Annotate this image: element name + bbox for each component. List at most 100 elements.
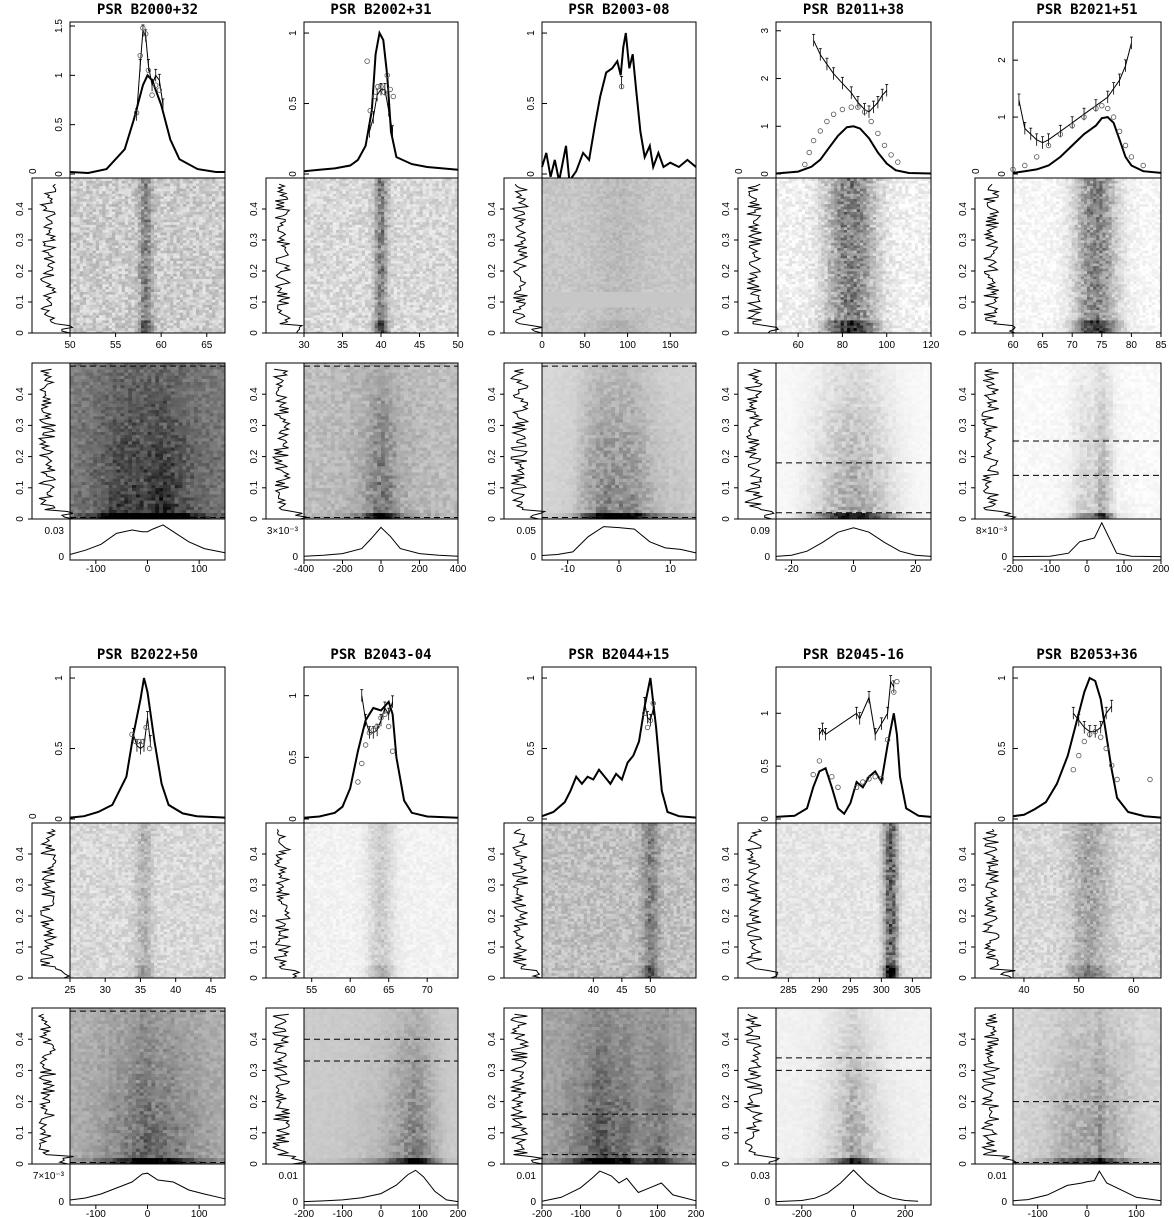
pulse-stack-image xyxy=(1013,823,1161,978)
acf-x-tick-label: 200 xyxy=(450,1209,467,1217)
stack-x-tick-label: 45 xyxy=(414,340,426,351)
acf-cut-frame xyxy=(776,519,931,560)
circular-pol-point xyxy=(1141,163,1146,168)
pulsar-title: PSR B2011+38 xyxy=(803,2,904,18)
acf-y-tick-label: 0.1 xyxy=(958,480,969,494)
acf-side-curve xyxy=(745,369,774,519)
acf-x-tick-label: -200 xyxy=(1003,564,1023,575)
profile-y-tick-label: 0.5 xyxy=(288,750,299,764)
stack-x-tick-label: 305 xyxy=(904,985,921,996)
acf-cut-y-tick-label: 0 xyxy=(530,1197,536,1208)
circular-pol-point xyxy=(356,780,361,785)
stack-y-tick-label: 0.3 xyxy=(249,233,260,247)
stack-x-tick-label: 60 xyxy=(345,985,357,996)
profile-y-tick-label: 2 xyxy=(997,57,1008,63)
profile-y-tick-label: 0 xyxy=(288,171,299,177)
stack-y-tick-label: 0.1 xyxy=(249,940,260,954)
acf-y-tick-label: 0.2 xyxy=(721,449,732,463)
stack-x-tick-label: 120 xyxy=(923,340,940,351)
pulsar-title: PSR B2044+15 xyxy=(568,647,669,663)
stack-y-tick-label: 0.2 xyxy=(487,264,498,278)
stack-x-tick-label: 35 xyxy=(135,985,147,996)
profile-y-tick-label: 0 xyxy=(526,171,537,177)
stack-y-tick-label: 0.1 xyxy=(721,295,732,309)
stack-x-tick-label: 60 xyxy=(156,340,168,351)
profile-y-tick-label: 0 xyxy=(526,816,537,822)
stack-x-tick-label: 65 xyxy=(383,985,395,996)
acf-cut-y-tick-label: 7×10⁻³ xyxy=(33,1171,65,1182)
profile-y-tick-label: 0.5 xyxy=(997,741,1008,755)
pulsar-title: PSR B2000+32 xyxy=(97,2,198,18)
acf-y-tick-label: 0.1 xyxy=(15,1125,26,1139)
stack-x-tick-label: 60 xyxy=(1128,985,1140,996)
stack-side-top-label: 0 xyxy=(734,168,745,174)
circular-pol-point xyxy=(807,150,812,155)
stack-y-tick-label: 0.4 xyxy=(249,847,260,861)
circular-pol-point xyxy=(840,107,845,112)
acf-side-curve xyxy=(273,1014,306,1164)
acf-cut-y-tick-label: 0 xyxy=(764,552,770,563)
acf-y-tick-label: 0.2 xyxy=(15,1094,26,1108)
circular-pol-point xyxy=(1148,777,1153,782)
circular-pol-point xyxy=(811,138,816,143)
stack-side-frame xyxy=(504,823,542,978)
acf-cut-frame xyxy=(1013,1164,1161,1205)
acf-x-tick-label: 0 xyxy=(851,564,857,575)
stack-x-tick-label: 55 xyxy=(306,985,318,996)
acf-y-tick-label: 0.3 xyxy=(15,1063,26,1077)
acf-y-tick-label: 0 xyxy=(958,516,969,522)
stack-x-tick-label: 40 xyxy=(375,340,387,351)
stack-y-tick-label: 0.3 xyxy=(958,878,969,892)
stack-side-curve xyxy=(984,829,1016,978)
stack-x-tick-label: 65 xyxy=(1037,340,1049,351)
total-intensity-line xyxy=(1013,117,1161,173)
acf-x-tick-label: 200 xyxy=(411,564,428,575)
stack-side-curve xyxy=(513,829,542,978)
circular-pol-point xyxy=(873,774,878,779)
acf-x-tick-label: 0 xyxy=(145,564,151,575)
acf-x-tick-label: -100 xyxy=(1028,1209,1048,1217)
acf-y-tick-label: 0 xyxy=(249,1161,260,1167)
acf-x-tick-label: 0 xyxy=(616,1209,622,1217)
acf-y-tick-label: 0.2 xyxy=(958,1094,969,1108)
stack-y-tick-label: 0.4 xyxy=(721,202,732,216)
pulsar-title: PSR B2045-16 xyxy=(803,647,904,663)
stack-y-tick-label: 0 xyxy=(15,330,26,336)
acf-y-tick-label: 0.1 xyxy=(15,480,26,494)
acf-x-tick-label: -200 xyxy=(294,1209,314,1217)
circular-pol-point xyxy=(390,749,395,754)
stack-x-tick-label: 25 xyxy=(64,985,76,996)
stack-x-tick-label: 80 xyxy=(837,340,849,351)
stack-y-tick-label: 0.3 xyxy=(721,233,732,247)
stack-y-tick-label: 0.3 xyxy=(15,233,26,247)
acf-x-tick-label: -100 xyxy=(86,1209,106,1217)
acf-cut-line xyxy=(776,1170,918,1202)
circular-pol-point xyxy=(1082,739,1087,744)
profile-frame xyxy=(70,22,225,178)
acf-cut-frame xyxy=(304,519,458,560)
circular-pol-point xyxy=(150,93,155,98)
acf-cut-line xyxy=(70,525,225,555)
acf-cut-line xyxy=(304,527,458,556)
stack-side-top-label: 0 xyxy=(28,813,39,819)
acf-image xyxy=(776,363,931,519)
stack-x-tick-label: 85 xyxy=(1155,340,1167,351)
acf-cut-y-tick-label: 0.03 xyxy=(45,526,65,537)
stack-x-tick-label: 40 xyxy=(588,985,600,996)
stack-side-frame xyxy=(975,823,1013,978)
acf-y-tick-label: 0.4 xyxy=(721,1032,732,1046)
acf-x-tick-label: 200 xyxy=(688,1209,705,1217)
stack-side-curve xyxy=(275,829,300,978)
profile-y-tick-label: 0 xyxy=(54,171,65,177)
acf-cut-y-tick-label: 0.01 xyxy=(517,1171,537,1182)
stack-y-tick-label: 0.3 xyxy=(15,878,26,892)
acf-x-tick-label: 0 xyxy=(145,1209,151,1217)
profile-y-tick-label: 1 xyxy=(997,114,1008,120)
acf-cut-line xyxy=(1013,1171,1161,1201)
acf-y-tick-label: 0.1 xyxy=(249,1125,260,1139)
acf-y-tick-label: 0.2 xyxy=(487,449,498,463)
circular-pol-point xyxy=(869,119,874,124)
circular-pol-point xyxy=(365,59,370,64)
circular-pol-point xyxy=(836,785,841,790)
profile-y-tick-label: 1 xyxy=(760,710,771,716)
